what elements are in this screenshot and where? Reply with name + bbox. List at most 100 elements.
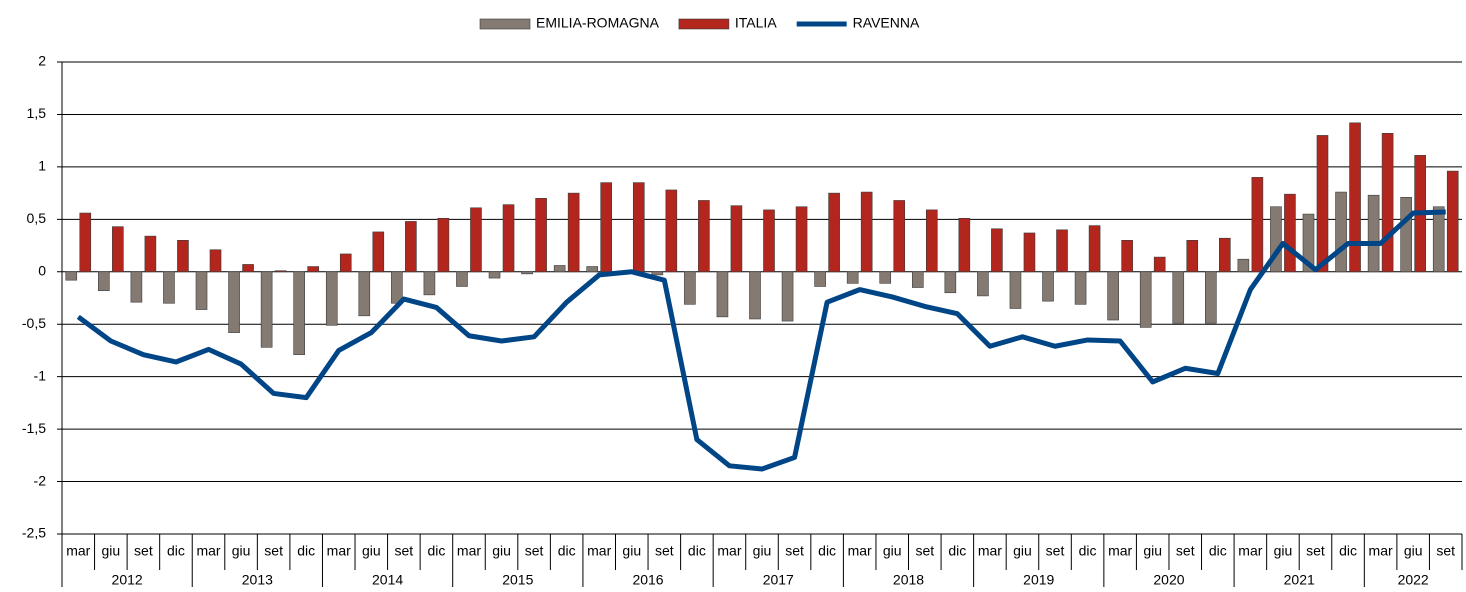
legend-label: ITALIA — [735, 15, 777, 31]
x-tick-label: set — [915, 543, 934, 559]
bar — [1121, 240, 1133, 273]
bar — [79, 212, 92, 273]
bar — [1107, 271, 1119, 321]
y-tick-label: -2,5 — [22, 525, 46, 541]
bar — [911, 271, 924, 288]
bar — [274, 270, 287, 273]
x-tick-label: dic — [558, 543, 576, 559]
y-tick-label: -2 — [34, 472, 47, 488]
bar — [1153, 256, 1166, 273]
bar — [860, 191, 873, 273]
x-tick-label: mar — [978, 543, 1002, 559]
x-tick-label: giu — [1013, 543, 1032, 559]
bar — [1237, 258, 1250, 273]
bar — [991, 228, 1003, 273]
x-tick-label: dic — [948, 543, 966, 559]
x-tick-label: dic — [167, 543, 185, 559]
year-label: 2017 — [763, 572, 794, 587]
x-tick-label: mar — [1108, 543, 1132, 559]
x-tick-label: mar — [1238, 543, 1262, 559]
x-tick-label: mar — [1369, 543, 1393, 559]
x-tick-label: dic — [1339, 543, 1357, 559]
bar — [488, 271, 501, 279]
x-tick-label: set — [655, 543, 674, 559]
bar — [1205, 271, 1217, 324]
y-tick-label: 2 — [38, 53, 46, 69]
y-tick-label: -1,5 — [22, 420, 46, 436]
x-tick-label: set — [1436, 543, 1455, 559]
year-label: 2020 — [1153, 572, 1184, 587]
x-tick-label: set — [395, 543, 414, 559]
bar — [1270, 206, 1282, 273]
bar — [1074, 271, 1087, 305]
bar — [781, 271, 794, 322]
line — [76, 209, 1446, 472]
bar — [372, 231, 385, 273]
bar — [1302, 213, 1315, 273]
legend-label: RAVENNA — [853, 15, 920, 31]
bar — [846, 271, 859, 284]
y-tick-label: 0 — [38, 262, 46, 278]
bar — [828, 192, 840, 273]
bar — [730, 205, 743, 273]
bar — [1335, 191, 1347, 273]
x-tick-label: mar — [327, 543, 351, 559]
year-label: 2016 — [632, 572, 663, 587]
bar — [130, 271, 143, 303]
y-tick-label: -1 — [34, 367, 47, 383]
x-tick-label: mar — [848, 543, 872, 559]
x-tick-label: giu — [1143, 543, 1162, 559]
x-tick-label: set — [1046, 543, 1065, 559]
bar — [1042, 271, 1054, 302]
bar — [879, 271, 892, 284]
bar — [470, 207, 482, 273]
year-label: 2012 — [112, 572, 143, 587]
bar — [521, 271, 533, 275]
bar — [112, 226, 124, 273]
bar — [423, 271, 436, 296]
x-tick-label: dic — [688, 543, 706, 559]
x-tick-label: giu — [622, 543, 641, 559]
x-tick-label: mar — [66, 543, 90, 559]
bar — [749, 271, 761, 320]
bar — [1446, 170, 1459, 273]
year-label: 2019 — [1023, 572, 1054, 587]
bar — [977, 271, 989, 297]
x-tick-label: giu — [883, 543, 902, 559]
bar — [698, 200, 710, 273]
bar — [260, 271, 273, 348]
bar — [600, 182, 613, 273]
year-label: 2018 — [893, 572, 924, 587]
bar — [893, 200, 906, 273]
x-tick-label: dic — [818, 543, 836, 559]
year-label: 2014 — [372, 572, 403, 587]
bar — [307, 266, 319, 273]
x-tick-label: set — [264, 543, 283, 559]
bar — [1172, 271, 1185, 324]
year-label: 2015 — [502, 572, 533, 587]
bar — [163, 271, 175, 304]
bar — [1381, 133, 1394, 273]
x-tick-label: dic — [1079, 543, 1097, 559]
bar — [65, 271, 78, 281]
bar — [1400, 197, 1412, 273]
bar — [684, 271, 696, 305]
bar — [293, 271, 305, 355]
y-tick-label: -0,5 — [22, 315, 46, 331]
bar — [1432, 206, 1445, 273]
bar — [195, 271, 208, 310]
bar — [456, 271, 468, 287]
x-tick-label: giu — [1404, 543, 1423, 559]
bar — [391, 271, 403, 304]
bar — [1367, 194, 1380, 273]
year-label: 2013 — [242, 572, 273, 587]
x-tick-label: giu — [753, 543, 772, 559]
bar — [1316, 135, 1329, 273]
bar — [795, 206, 808, 273]
legend-swatch — [479, 18, 531, 30]
bar — [1139, 271, 1152, 328]
year-label: 2022 — [1398, 572, 1429, 587]
bar — [632, 182, 645, 273]
bar — [1251, 177, 1264, 273]
bar — [586, 266, 599, 273]
